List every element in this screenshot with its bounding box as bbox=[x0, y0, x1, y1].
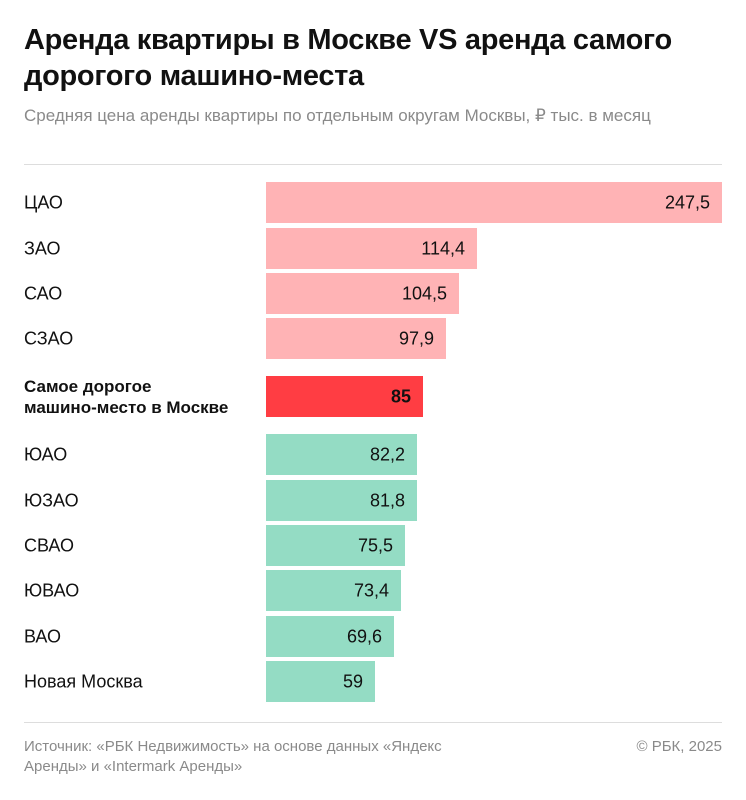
category-label: ЮАО bbox=[24, 445, 67, 465]
category-label: ЗАО bbox=[24, 239, 60, 259]
source-note: Источник: «РБК Недвижимость» на основе д… bbox=[24, 738, 442, 775]
bar-value-label: 97,9 bbox=[399, 329, 434, 349]
bar-value-label: 104,5 bbox=[402, 284, 447, 304]
bar-value-label: 59 bbox=[343, 672, 363, 692]
category-label: ЦАО bbox=[24, 193, 63, 213]
category-label: СВАО bbox=[24, 536, 74, 556]
bar-value-label: 69,6 bbox=[347, 627, 382, 647]
category-label: ЮЗАО bbox=[24, 491, 79, 511]
chart-subtitle: Средняя цена аренды квартиры по отдельны… bbox=[24, 106, 651, 125]
bar-value-label: 247,5 bbox=[665, 193, 710, 213]
bar-value-label: 114,4 bbox=[421, 239, 465, 259]
bar-1 bbox=[266, 182, 722, 223]
bar-value-label: 81,8 bbox=[370, 491, 405, 511]
bar-11 bbox=[266, 661, 375, 702]
bar-6 bbox=[266, 434, 417, 475]
bar-5 bbox=[266, 376, 423, 417]
category-label: САО bbox=[24, 284, 62, 304]
bar-7 bbox=[266, 480, 417, 521]
bar-2 bbox=[266, 228, 477, 269]
bottom-divider bbox=[24, 722, 722, 723]
copyright: © РБК, 2025 bbox=[636, 738, 722, 755]
bar-value-label: 82,2 bbox=[370, 445, 405, 465]
category-label: Самое дорогое машино-место в Москве bbox=[24, 377, 228, 417]
bar-9 bbox=[266, 570, 401, 611]
bar-value-label: 73,4 bbox=[354, 581, 389, 601]
bar-value-label: 85 bbox=[391, 387, 411, 407]
chart-title: Аренда квартиры в Москве VS аренда самог… bbox=[24, 24, 672, 92]
category-label: СЗАО bbox=[24, 329, 73, 349]
top-divider bbox=[24, 164, 722, 165]
bar-10 bbox=[266, 616, 394, 657]
bar-3 bbox=[266, 273, 459, 314]
bar-value-label: 75,5 bbox=[358, 536, 393, 556]
bar-4 bbox=[266, 318, 446, 359]
category-label: ВАО bbox=[24, 627, 61, 647]
category-label: ЮВАО bbox=[24, 581, 79, 601]
category-label: Новая Москва bbox=[24, 672, 144, 692]
bar-8 bbox=[266, 525, 405, 566]
